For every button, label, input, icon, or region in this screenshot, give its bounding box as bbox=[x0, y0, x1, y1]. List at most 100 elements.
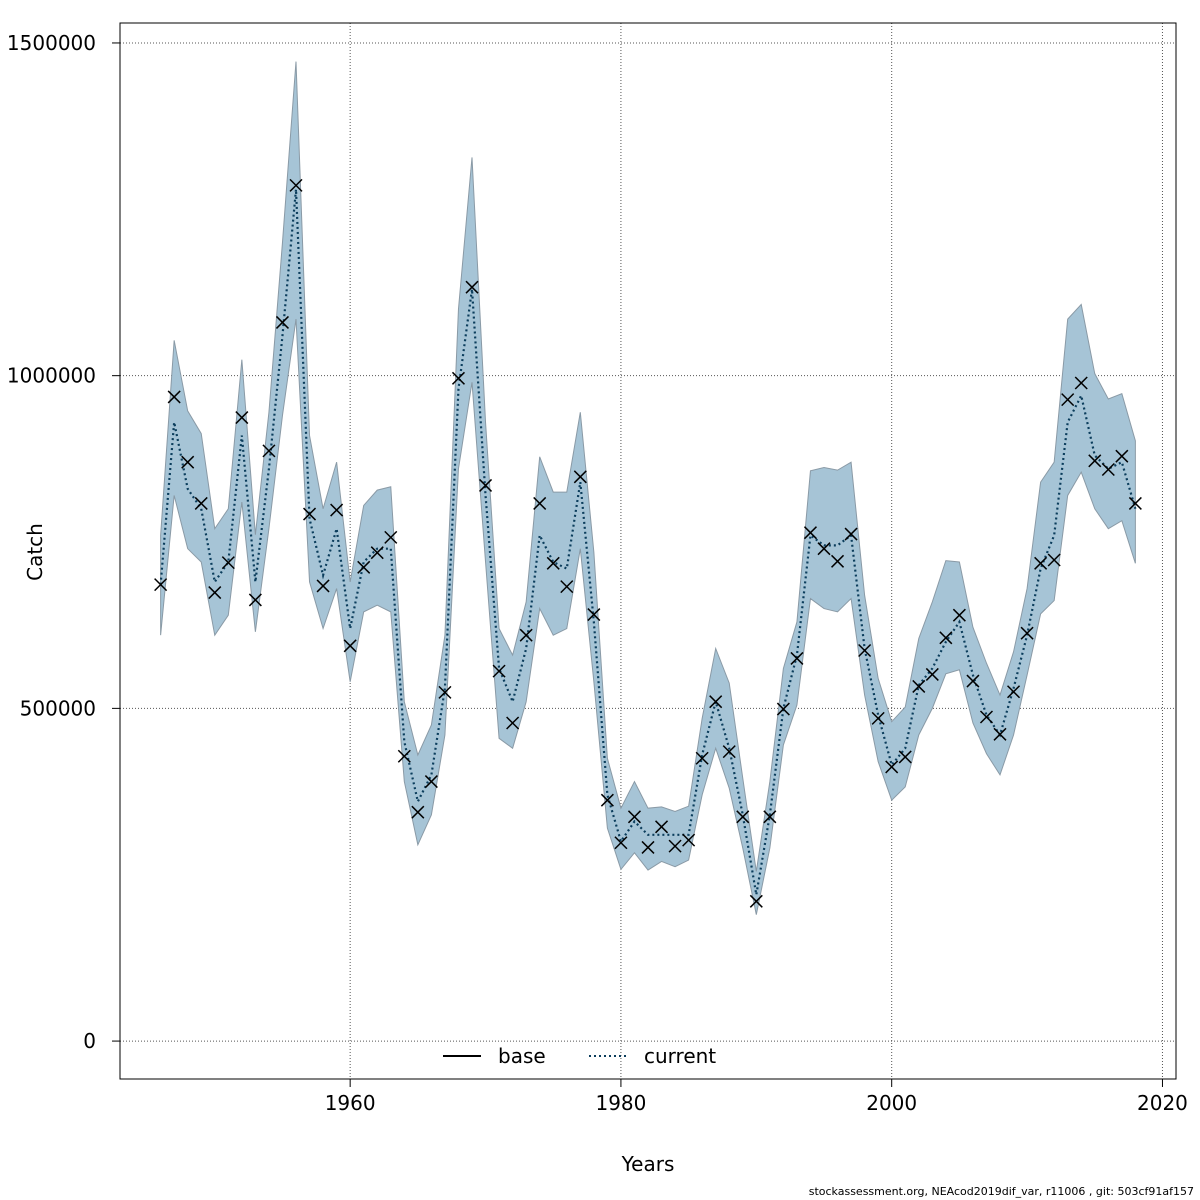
observed-point-stroke bbox=[885, 760, 899, 774]
current-series bbox=[159, 189, 1137, 895]
observed-point-stroke bbox=[438, 685, 452, 699]
legend-item: base bbox=[443, 1044, 546, 1068]
observed-point-stroke bbox=[898, 750, 912, 764]
observed-point bbox=[1034, 556, 1048, 570]
x-tick-label: 2020 bbox=[1137, 1091, 1188, 1115]
observed-point bbox=[966, 674, 980, 688]
legend-label: current bbox=[644, 1044, 716, 1068]
observed-point-stroke bbox=[1020, 626, 1034, 640]
legend-item: current bbox=[589, 1044, 716, 1068]
observed-point bbox=[343, 639, 357, 653]
observed-point bbox=[898, 750, 912, 764]
observed-point-stroke bbox=[858, 643, 872, 658]
observed-point bbox=[316, 579, 330, 593]
observed-point bbox=[695, 751, 709, 765]
observed-point-stroke bbox=[803, 526, 817, 540]
observed-point bbox=[871, 711, 885, 725]
observed-point bbox=[600, 793, 614, 807]
observed-point bbox=[479, 478, 493, 492]
observed-point-stroke bbox=[451, 371, 465, 385]
y-tick-label: 1000000 bbox=[7, 364, 96, 388]
observed-point bbox=[208, 586, 222, 600]
observed-point-stroke bbox=[939, 631, 953, 645]
observed-point-stroke bbox=[506, 716, 520, 730]
plot-frame bbox=[119, 22, 1177, 1080]
observed-point-stroke bbox=[154, 578, 168, 592]
observed-point bbox=[749, 894, 763, 908]
observed-point-stroke bbox=[546, 556, 560, 570]
observed-point bbox=[248, 593, 262, 607]
observed-point bbox=[831, 554, 845, 568]
observed-point bbox=[181, 455, 195, 469]
observed-point-stroke bbox=[925, 667, 939, 681]
observed-point bbox=[925, 667, 939, 681]
observed-point bbox=[194, 496, 208, 510]
observed-point-stroke bbox=[479, 478, 493, 492]
observed-point bbox=[1020, 626, 1034, 640]
observed-point-stroke bbox=[303, 507, 317, 521]
observed-point bbox=[776, 702, 790, 716]
observed-point-stroke bbox=[384, 530, 398, 544]
observed-point bbox=[736, 810, 750, 824]
observed-point bbox=[885, 760, 899, 774]
observed-point bbox=[655, 820, 669, 834]
observed-point-stroke bbox=[262, 444, 276, 458]
footer-note: stockassessment.org, NEAcod2019dif_var, … bbox=[808, 1185, 1194, 1198]
observed-point bbox=[587, 608, 601, 622]
observed-point bbox=[546, 556, 560, 570]
observed-point bbox=[411, 805, 425, 819]
observed-point bbox=[506, 716, 520, 730]
observed-point-stroke bbox=[1034, 556, 1048, 570]
observed-point-stroke bbox=[221, 556, 235, 570]
observed-point bbox=[668, 839, 682, 853]
observed-point bbox=[330, 503, 344, 517]
observed-point bbox=[979, 710, 993, 724]
y-tick-label: 500000 bbox=[20, 696, 96, 720]
observed-point-stroke bbox=[519, 628, 533, 642]
legend-label: base bbox=[498, 1044, 546, 1068]
legend: base current bbox=[443, 1044, 716, 1068]
observed-point bbox=[803, 526, 817, 540]
observed-point bbox=[709, 695, 723, 709]
confidence-band bbox=[160, 61, 1136, 915]
observed-point-stroke bbox=[641, 840, 655, 854]
y-tick-label: 0 bbox=[83, 1029, 96, 1053]
observed-point bbox=[1007, 685, 1021, 699]
observed-point bbox=[858, 643, 872, 658]
x-tick-label: 2000 bbox=[866, 1091, 917, 1115]
observed-point-stroke bbox=[411, 805, 425, 819]
observed-point-stroke bbox=[966, 674, 980, 688]
observed-point bbox=[303, 507, 317, 521]
observed-point-stroke bbox=[560, 580, 574, 594]
observed-point-stroke bbox=[695, 751, 709, 765]
observed-point bbox=[763, 810, 777, 824]
observed-point-stroke bbox=[979, 710, 993, 724]
observed-point-stroke bbox=[1074, 376, 1088, 390]
observed-point bbox=[939, 631, 953, 645]
observed-point-stroke bbox=[668, 839, 682, 853]
observed-point-stroke bbox=[682, 833, 696, 847]
observed-point-stroke bbox=[1088, 454, 1102, 468]
observed-point bbox=[682, 833, 696, 847]
observed-point-stroke bbox=[790, 651, 804, 665]
observed-point-stroke bbox=[181, 455, 195, 469]
y-tick-label: 1500000 bbox=[7, 31, 96, 55]
observed-point bbox=[1074, 376, 1088, 390]
observed-point bbox=[465, 280, 479, 294]
observed-point-stroke bbox=[343, 639, 357, 653]
observed-point bbox=[912, 679, 926, 693]
observed-point bbox=[614, 836, 628, 850]
observed-point-stroke bbox=[289, 178, 303, 192]
observed-point-stroke bbox=[736, 810, 750, 824]
x-tick-label: 1980 bbox=[595, 1091, 646, 1115]
axes: 1960 1980 2000 2020 0 500000 1000000 1500000 bbox=[7, 22, 1188, 1115]
observed-point-stroke bbox=[194, 496, 208, 510]
observed-point-stroke bbox=[275, 315, 289, 329]
observed-point bbox=[560, 580, 574, 594]
observed-point-stroke bbox=[614, 836, 628, 850]
observed-point-stroke bbox=[167, 390, 181, 404]
observed-point bbox=[533, 496, 547, 510]
observed-points bbox=[154, 178, 1142, 908]
observed-point-stroke bbox=[1061, 393, 1075, 407]
